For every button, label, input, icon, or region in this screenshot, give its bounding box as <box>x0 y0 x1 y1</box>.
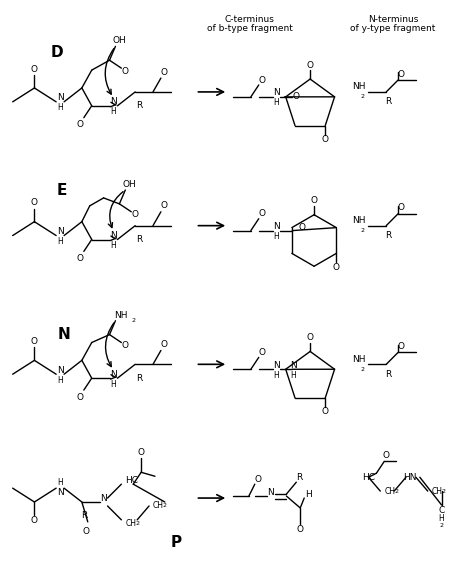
Text: O: O <box>137 448 145 457</box>
Text: CH: CH <box>384 487 395 495</box>
Text: O: O <box>254 475 261 484</box>
Text: C: C <box>438 507 445 515</box>
Text: O: O <box>76 393 83 402</box>
Text: H: H <box>57 376 63 384</box>
Text: NH: NH <box>352 82 365 92</box>
Text: 2: 2 <box>442 488 446 494</box>
Text: CH: CH <box>432 487 443 495</box>
Text: O: O <box>31 198 38 207</box>
Text: N: N <box>100 494 107 502</box>
Text: E: E <box>57 184 67 198</box>
Text: R: R <box>385 370 392 379</box>
Text: NH: NH <box>352 355 365 364</box>
Text: 2: 2 <box>163 504 167 508</box>
Text: CH: CH <box>153 501 164 511</box>
Text: N: N <box>273 222 280 231</box>
Text: O: O <box>333 263 340 272</box>
Text: NH: NH <box>352 216 365 225</box>
Text: O: O <box>307 60 314 70</box>
Text: N: N <box>273 361 280 370</box>
Text: O: O <box>383 451 390 460</box>
Text: 2: 2 <box>361 95 365 99</box>
Text: N: N <box>267 488 274 497</box>
Text: N: N <box>110 97 117 106</box>
Text: N: N <box>57 93 64 102</box>
Text: O: O <box>258 76 265 85</box>
Text: O: O <box>160 340 167 349</box>
Text: O: O <box>160 68 167 77</box>
Text: O: O <box>398 203 404 212</box>
Text: O: O <box>76 120 83 129</box>
Text: HC: HC <box>362 473 375 482</box>
Text: H: H <box>110 241 116 250</box>
Text: N: N <box>110 370 117 379</box>
Text: O: O <box>31 517 38 525</box>
Text: N: N <box>273 89 280 97</box>
Text: O: O <box>258 348 265 357</box>
Text: H: H <box>273 371 279 380</box>
Text: OH: OH <box>112 36 126 45</box>
Text: R: R <box>385 97 392 106</box>
Text: 2: 2 <box>131 318 135 323</box>
Text: H: H <box>110 107 116 116</box>
Text: O: O <box>398 342 404 351</box>
Text: N: N <box>58 327 71 342</box>
Text: R: R <box>136 102 142 110</box>
Text: N-terminus: N-terminus <box>368 15 419 23</box>
Text: O: O <box>322 135 329 144</box>
Text: C-terminus: C-terminus <box>225 15 275 23</box>
Text: H: H <box>273 232 279 241</box>
Text: O: O <box>307 333 314 342</box>
Text: O: O <box>82 527 89 536</box>
Text: N: N <box>57 488 64 497</box>
Text: O: O <box>122 67 129 76</box>
Text: O: O <box>76 254 83 263</box>
Text: H: H <box>291 370 296 380</box>
Text: P: P <box>170 535 181 550</box>
Text: 2: 2 <box>361 367 365 372</box>
Text: H: H <box>110 380 116 389</box>
Text: R: R <box>136 235 142 244</box>
Text: N: N <box>57 366 64 375</box>
Text: HC: HC <box>125 475 138 485</box>
Text: D: D <box>51 45 64 60</box>
Text: R: R <box>296 473 302 482</box>
Text: O: O <box>31 337 38 346</box>
Text: R: R <box>81 511 87 520</box>
Text: H: H <box>439 514 445 524</box>
Text: CH: CH <box>125 519 137 528</box>
Text: N: N <box>290 361 297 370</box>
Text: R: R <box>385 231 392 240</box>
Text: O: O <box>258 209 265 218</box>
Text: O: O <box>160 201 167 210</box>
Text: O: O <box>298 223 305 232</box>
Text: O: O <box>31 65 38 73</box>
Text: 2: 2 <box>439 523 444 528</box>
Text: O: O <box>297 525 304 534</box>
Text: O: O <box>122 341 129 350</box>
Text: R: R <box>136 374 142 383</box>
Text: NH: NH <box>115 311 128 321</box>
Text: O: O <box>132 210 139 220</box>
Text: H: H <box>57 237 63 246</box>
Text: of y-type fragment: of y-type fragment <box>350 23 436 33</box>
Text: O: O <box>322 407 329 416</box>
Text: HN: HN <box>403 473 417 482</box>
Text: H: H <box>57 103 63 112</box>
Text: H: H <box>305 490 311 498</box>
Text: OH: OH <box>122 180 136 188</box>
Text: O: O <box>292 92 299 102</box>
Text: 2: 2 <box>394 488 398 494</box>
Text: 2: 2 <box>135 521 139 527</box>
Text: H: H <box>273 98 279 107</box>
Text: N: N <box>57 227 64 236</box>
Text: of b-type fragment: of b-type fragment <box>207 23 293 33</box>
Text: O: O <box>310 197 318 205</box>
Text: O: O <box>398 70 404 79</box>
Text: 2: 2 <box>361 228 365 233</box>
Text: H: H <box>57 478 63 487</box>
Text: N: N <box>110 231 117 240</box>
